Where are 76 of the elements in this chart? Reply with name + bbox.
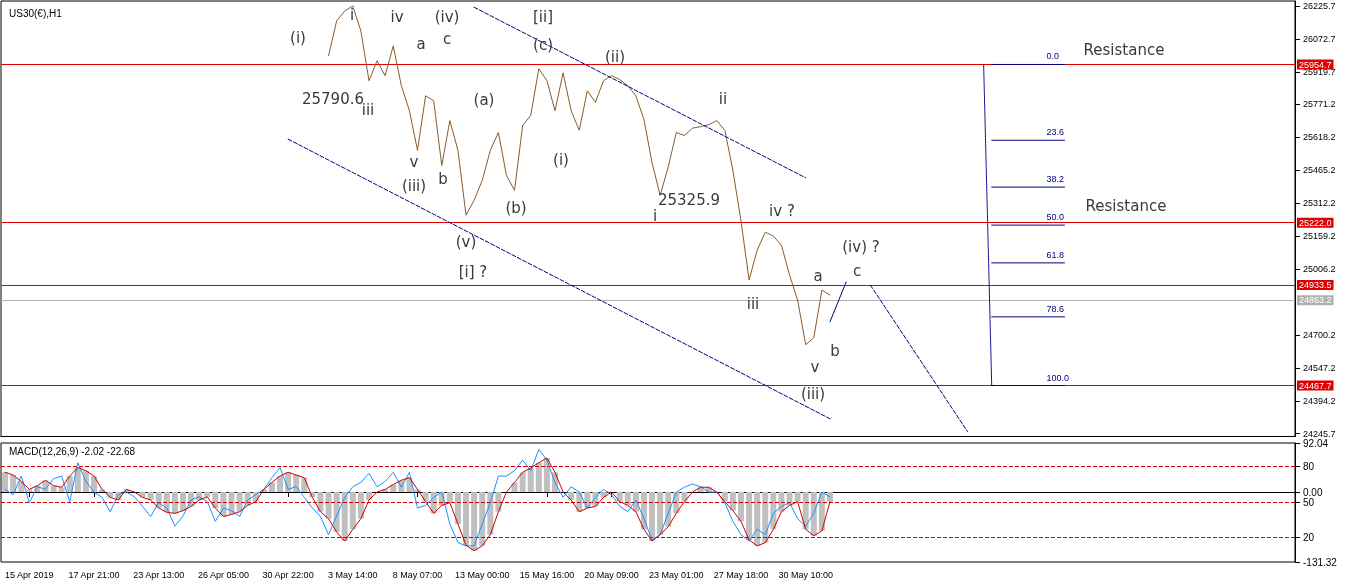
y-tick-label: 25312.2	[1303, 198, 1336, 209]
annotation: (i)	[553, 151, 569, 169]
annotation: ii	[718, 90, 728, 108]
x-tick-label: 3 May 14:00	[328, 569, 378, 580]
y-tick-label: 25771.2	[1303, 99, 1336, 110]
text: US30(€),H1	[9, 7, 63, 19]
series-label: 38.2	[1046, 174, 1065, 185]
y-tick-label: 26072.7	[1303, 34, 1336, 45]
annotation: [ii]	[532, 8, 554, 26]
ref-line-label: 24863.2	[1299, 295, 1332, 306]
annotation: (iii)	[401, 177, 427, 195]
annotation: c	[442, 30, 452, 48]
series-label: 100.0	[1046, 372, 1070, 383]
y-tick-label: 92.04	[1303, 437, 1329, 449]
y-tick-label: 25006.2	[1303, 264, 1336, 275]
chart-title: MACD(12,26,9) -2.02 -22.68	[9, 445, 136, 457]
annotation: a	[813, 267, 823, 285]
x-tick-label: 17 Apr 21:00	[68, 569, 120, 580]
ref-line-label: 24933.5	[1299, 280, 1332, 291]
annotation: iv	[390, 8, 404, 26]
annotation: i	[349, 6, 355, 24]
annotation: (a)	[473, 91, 495, 109]
x-tick-label: 15 May 16:00	[519, 569, 575, 580]
y-tick-label: -131.32	[1303, 556, 1338, 568]
y-tick-label: 24700.2	[1303, 330, 1336, 341]
annotation: iii	[746, 295, 760, 313]
y-tick-label: 25465.2	[1303, 165, 1336, 176]
ref-line-label: 25222.0	[1299, 217, 1332, 228]
annotation: (iv) ?	[842, 238, 880, 256]
x-tick-label: 30 Apr 22:00	[262, 569, 314, 580]
x-tick-label: 20 May 09:00	[584, 569, 639, 580]
annotation: Resistance	[1085, 197, 1167, 215]
annotation: v	[810, 358, 820, 376]
annotation: Resistance	[1083, 41, 1165, 59]
y-tick-label: 0.00	[1303, 486, 1323, 498]
series-label: 78.6	[1046, 303, 1065, 314]
annotation: a	[416, 35, 426, 53]
y2-tick-label: 20	[1303, 532, 1315, 544]
annotation: b	[438, 170, 448, 188]
y-tick-label: 24245.7	[1303, 428, 1336, 439]
series-label: 23.6	[1046, 127, 1065, 138]
x-tick-label: 23 Apr 13:00	[133, 569, 185, 580]
y-tick-label: 25618.2	[1303, 132, 1336, 143]
y-tick-label: 25919.7	[1303, 67, 1336, 78]
x-tick-label: 30 May 10:00	[778, 569, 833, 580]
annotation: 25325.9	[657, 191, 721, 209]
annotation: iv ?	[769, 202, 795, 220]
x-tick-label: 15 Apr 2019	[5, 569, 54, 580]
y-tick-label: 24547.2	[1303, 363, 1336, 374]
series-label: 61.8	[1046, 249, 1065, 260]
y2-tick-label: 80	[1303, 460, 1315, 472]
x-tick-label: 23 May 01:00	[649, 569, 704, 580]
annotation: (c)	[533, 36, 553, 54]
annotation: (i)	[290, 29, 306, 47]
ref-line-label: 25954.7	[1299, 59, 1332, 70]
annotation: (ii)	[604, 48, 626, 66]
x-tick-label: 26 Apr 05:00	[197, 569, 249, 580]
x-tick-label: 27 May 18:00	[713, 569, 769, 580]
series-label: 0.0	[1046, 51, 1060, 62]
x-tick-label: 13 May 00:00	[454, 569, 510, 580]
y-tick-label: 24394.2	[1303, 396, 1336, 407]
y-tick-label: 26225.7	[1303, 1, 1336, 12]
y-tick-label: 25159.2	[1303, 231, 1336, 242]
annotation: i	[652, 207, 658, 225]
y2-tick-label: 50	[1303, 496, 1315, 508]
annotation: c	[852, 262, 862, 280]
annotation: [i] ?	[458, 263, 488, 281]
annotation: (iii)	[800, 385, 826, 403]
annotation: (v)	[455, 233, 477, 251]
annotation: v	[409, 153, 419, 171]
annotation: (b)	[505, 199, 527, 217]
annotation: (iv)	[434, 8, 460, 26]
series-label: 50.0	[1046, 212, 1065, 223]
annotation: b	[830, 342, 840, 360]
x-tick-label: 8 May 07:00	[392, 569, 443, 580]
ref-line-label: 24467.7	[1299, 380, 1332, 391]
